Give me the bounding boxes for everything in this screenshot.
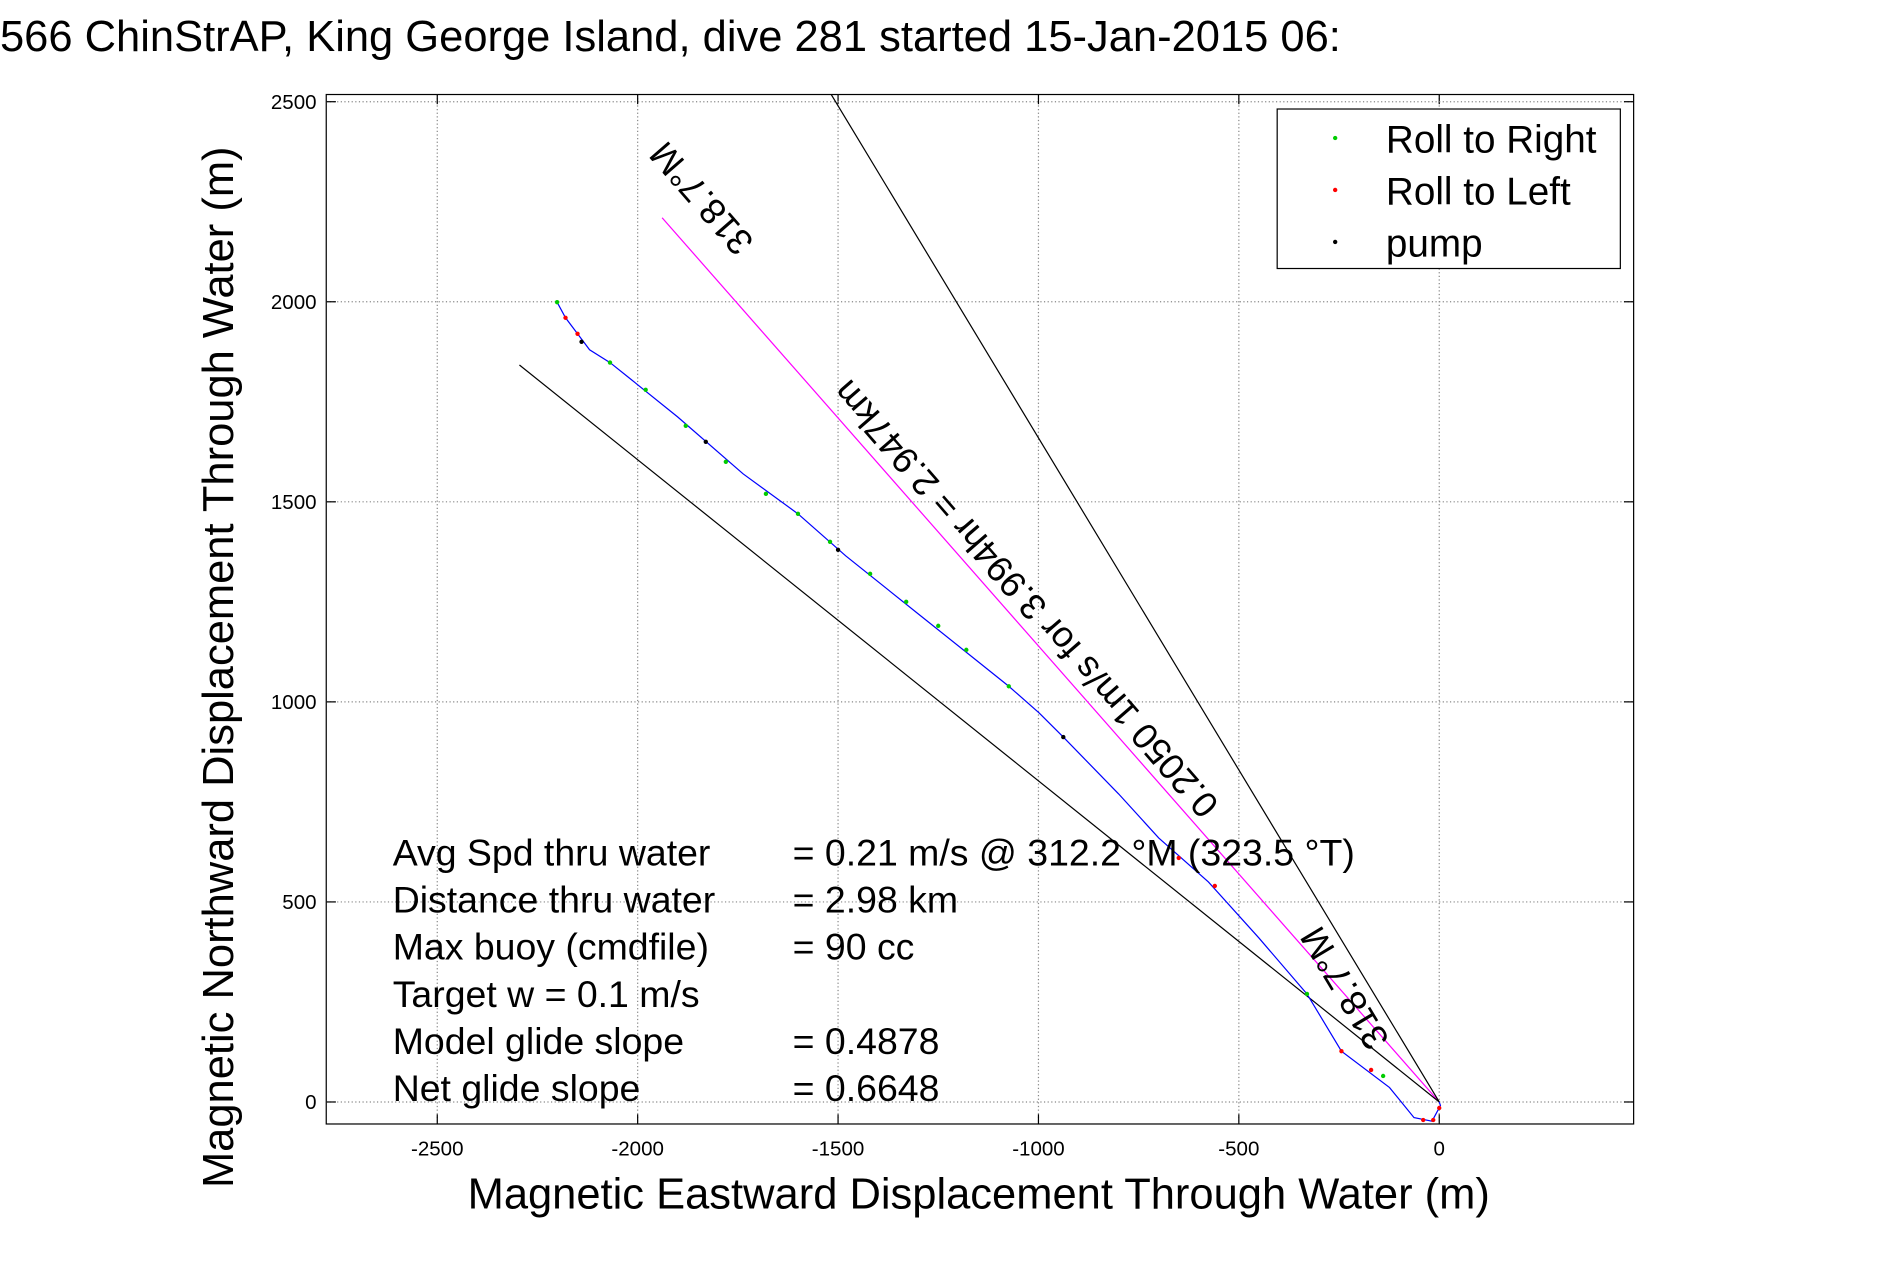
y-tick-label: 500 <box>282 891 316 914</box>
y-tick-label: 2000 <box>271 291 317 314</box>
chart-title: 566 ChinStrAP, King George Island, dive … <box>0 13 1341 61</box>
summary-label: Model glide slope <box>393 1020 684 1062</box>
legend-label: Roll to Left <box>1386 170 1571 213</box>
roll-right-marker <box>1380 1073 1386 1079</box>
summary-value: = 0.4878 <box>793 1020 940 1062</box>
plot-area <box>325 93 1635 1125</box>
legend-marker <box>1333 239 1338 245</box>
summary-text: Avg Spd thru water = 0.21 m/s @ 312.2 °M … <box>393 831 1355 1109</box>
annotations: 318.7°M 0.2050 1m/s for 3.994hr = 2.947km… <box>641 134 1397 1057</box>
markers <box>554 299 1442 1123</box>
line-annotation: 318.7°M <box>1292 920 1397 1057</box>
summary-value: = 90 cc <box>793 926 915 968</box>
roll-left-marker <box>1176 855 1181 861</box>
track <box>556 301 1442 1122</box>
y-axis-label: Magnetic Northward Displacement Through … <box>195 146 243 1188</box>
roll-right-marker <box>1304 991 1310 997</box>
pump-marker <box>835 547 841 553</box>
x-tick-label: -1500 <box>812 1137 865 1160</box>
x-tick-label: -2000 <box>611 1137 664 1160</box>
roll-right-marker <box>867 571 873 577</box>
roll-left-marker <box>1368 1067 1374 1073</box>
legend-marker <box>1333 135 1338 141</box>
x-tick-label: 0 <box>1434 1137 1445 1160</box>
bound-line-2 <box>519 364 1440 1103</box>
line-annotation: 318.7°M <box>641 134 761 263</box>
y-tick-label: 0 <box>305 1091 316 1114</box>
summary-label: Distance thru water <box>393 879 716 921</box>
x-tick-label: -2500 <box>411 1137 464 1160</box>
roll-right-marker <box>1006 684 1011 689</box>
roll-left-marker <box>563 315 568 320</box>
roll-right-marker <box>763 491 769 496</box>
line-annotation: 0.2050 1m/s for 3.994hr = 2.947km <box>825 372 1227 825</box>
roll-right-marker <box>683 423 688 428</box>
roll-right-marker <box>643 387 648 392</box>
x-tick-label: -500 <box>1218 1137 1259 1160</box>
legend-label: pump <box>1386 222 1483 265</box>
roll-right-marker <box>904 599 909 605</box>
summary-label: Max buoy (cmdfile) <box>393 926 709 968</box>
bound-line-1 <box>830 94 1440 1103</box>
roll-right-marker <box>936 623 941 629</box>
pump-marker <box>703 439 708 444</box>
y-tick-label: 1000 <box>271 691 317 714</box>
tick-labels: -2500 -2000 -1500 -1000 -500 0 0 500 1000 1500 200… <box>271 91 1445 1160</box>
summary-label: Target w = 0.1 m/s <box>393 973 700 1015</box>
summary-value: = 0.21 m/s @ 312.2 °M (323.5 °T) <box>793 831 1355 873</box>
roll-right-marker <box>554 299 560 305</box>
roll-right-marker <box>964 647 969 653</box>
roll-right-marker <box>607 360 613 365</box>
summary-label: Net glide slope <box>393 1067 641 1109</box>
roll-left-marker <box>1339 1048 1344 1054</box>
legend-label: Roll to Right <box>1386 119 1597 162</box>
roll-left-marker <box>1212 883 1217 889</box>
y-tick-label: 2500 <box>271 91 317 114</box>
roll-right-marker <box>795 511 801 516</box>
track-line <box>556 301 1442 1122</box>
legend: Roll to Right Roll to Left pump <box>1276 108 1621 270</box>
roll-left-marker <box>1437 1105 1442 1111</box>
roll-left-marker <box>575 331 580 336</box>
roll-left-marker <box>1431 1117 1436 1123</box>
heading-line <box>661 217 1440 1103</box>
legend-marker <box>1333 187 1338 193</box>
roll-right-marker <box>827 539 833 545</box>
x-tick-label: -1000 <box>1012 1137 1065 1160</box>
summary-value: = 2.98 km <box>793 879 958 921</box>
y-tick-label: 1500 <box>271 491 317 514</box>
pump-marker <box>579 339 584 344</box>
pump-marker <box>1061 734 1066 740</box>
roll-left-marker <box>1421 1117 1426 1123</box>
x-axis-label: Magnetic Eastward Displacement Through W… <box>468 1171 1490 1219</box>
reference-lines <box>519 94 1440 1103</box>
summary-value: = 0.6648 <box>793 1067 940 1109</box>
summary-label: Avg Spd thru water <box>393 831 711 873</box>
roll-right-marker <box>723 459 729 464</box>
